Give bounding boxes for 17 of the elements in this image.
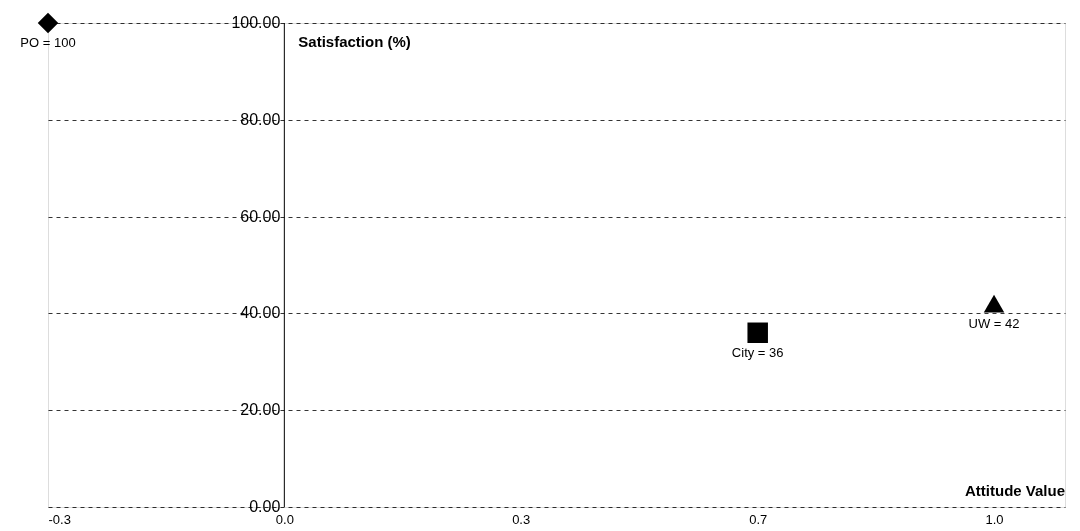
- data-label: PO = 100: [20, 35, 76, 50]
- point: [747, 322, 768, 344]
- y-axis-title: Satisfaction (%): [298, 33, 411, 50]
- x-tick-label: 0.7: [749, 511, 768, 527]
- point: [37, 12, 59, 34]
- data-label: City = 36: [731, 344, 784, 360]
- y-tick-label: 80.00: [240, 110, 281, 128]
- x-axis-title: Attitude Value: [964, 482, 1065, 499]
- x-tick-label: 1.0: [985, 511, 1004, 527]
- y-tick-label: 100.00: [231, 14, 281, 31]
- y-tick-label: 20.00: [240, 401, 281, 419]
- x-tick-label: -0.3: [48, 511, 71, 527]
- data-label: UW = 42: [968, 315, 1020, 331]
- y-tick-label: 60.00: [240, 207, 281, 225]
- point: [983, 294, 1005, 313]
- x-tick-label: 0.3: [512, 511, 531, 527]
- y-tick-label: 40.00: [240, 304, 281, 322]
